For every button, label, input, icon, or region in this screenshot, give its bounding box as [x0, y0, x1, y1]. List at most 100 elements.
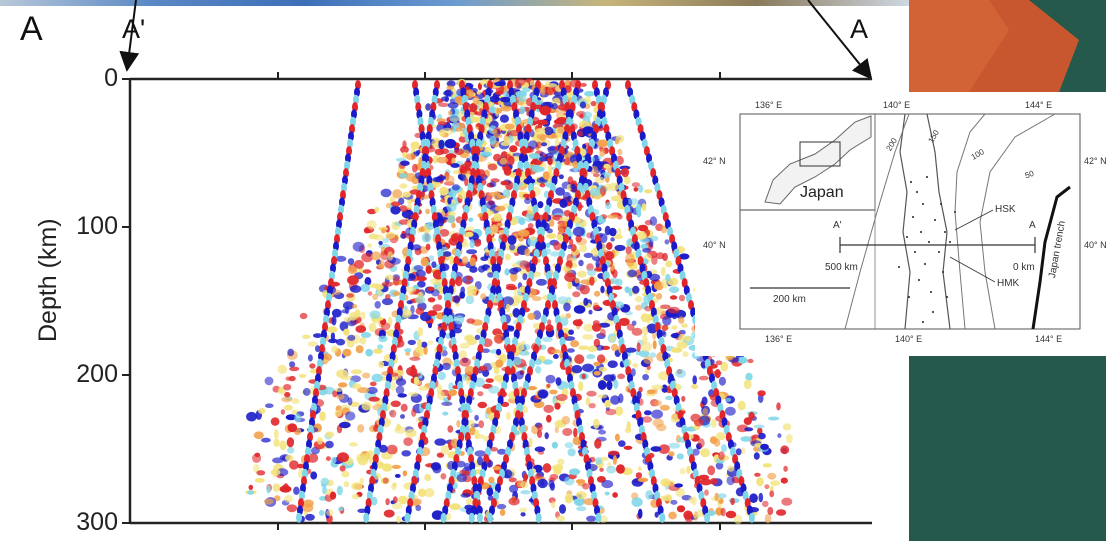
seismic-blob	[331, 345, 339, 353]
seismic-blob	[359, 337, 367, 345]
seismic-blob	[612, 455, 618, 465]
seismic-blob	[582, 483, 590, 490]
seismic-blob	[412, 163, 418, 173]
country-label: Japan	[800, 184, 844, 201]
seismic-blob	[325, 440, 334, 449]
seismic-blob	[368, 396, 380, 402]
seismic-blob	[407, 339, 416, 346]
lat-label-left-2: 40° N	[703, 240, 726, 250]
seismic-blob	[427, 340, 434, 345]
seismic-blob	[786, 433, 793, 444]
seismic-blob	[299, 312, 308, 320]
seismic-blob	[606, 214, 619, 219]
seismic-blob	[563, 328, 569, 335]
seismic-blob	[636, 231, 647, 240]
seismic-blob	[258, 408, 266, 414]
seismic-blob	[428, 255, 435, 262]
seismic-blob	[546, 414, 552, 423]
seismic-blob	[607, 360, 618, 369]
seismic-blob	[443, 90, 453, 96]
seismic-blob	[720, 361, 729, 372]
seismic-blob	[625, 246, 632, 255]
seismic-blob	[610, 285, 623, 290]
seismic-blob	[756, 477, 764, 487]
seismic-blob	[714, 369, 721, 379]
seismic-blob	[631, 182, 641, 188]
seismic-blob	[683, 510, 693, 520]
seismic-blob	[528, 437, 533, 448]
lat-label-right-2: 40° N	[1084, 240, 1106, 250]
seismic-blob	[326, 509, 334, 517]
seismic-blob	[453, 295, 461, 304]
seismic-blob	[336, 485, 343, 496]
seismic-blob	[634, 295, 643, 303]
seismic-blob	[640, 341, 653, 352]
seismic-blob	[369, 381, 377, 387]
seismic-blob	[496, 107, 502, 114]
y-tick-200: 200	[76, 360, 118, 388]
seismic-blob	[463, 334, 475, 342]
seismic-blob	[564, 493, 574, 504]
seismic-blob	[256, 470, 266, 476]
seismic-blob	[570, 340, 580, 348]
seismic-blob	[571, 365, 583, 374]
seismic-blob	[493, 213, 502, 222]
ray-band-mark	[658, 197, 665, 208]
seismic-blob	[616, 227, 622, 237]
seismic-blob	[737, 356, 748, 364]
seismic-blob	[609, 335, 616, 343]
seismic-blob	[293, 486, 300, 495]
seismic-blob	[544, 87, 556, 96]
seismic-blob	[341, 470, 350, 478]
seismic-blob	[452, 327, 463, 334]
seismic-blob	[391, 502, 403, 510]
seismic-blob	[678, 294, 686, 302]
seismic-blob	[698, 375, 709, 381]
seismic-blob	[439, 186, 449, 196]
seismic-blob	[465, 375, 471, 385]
seismic-blob	[626, 421, 631, 430]
seismic-blob	[401, 450, 412, 457]
seismic-blob	[474, 334, 481, 340]
seismic-blob	[572, 319, 583, 327]
seismic-blob	[744, 427, 754, 432]
seismic-blob	[436, 285, 445, 292]
seismic-blob	[474, 450, 487, 457]
seismic-blob	[649, 235, 659, 242]
seismic-blob	[612, 269, 618, 279]
seismic-blob	[499, 157, 508, 165]
seismic-blob	[508, 497, 520, 506]
seismic-blob	[638, 184, 644, 193]
seismic-blob	[405, 172, 416, 182]
seismic-blob	[540, 142, 548, 147]
seismic-blob	[676, 453, 684, 460]
seismic-blob	[353, 259, 365, 269]
seismic-blob	[539, 105, 551, 116]
seismic-blob	[437, 121, 448, 126]
seismic-blob	[415, 417, 423, 423]
seismic-blob	[599, 467, 604, 472]
seismic-blob	[405, 153, 417, 161]
seismic-blob	[307, 341, 319, 347]
seismic-blob	[762, 463, 772, 468]
seismic-blob	[586, 515, 597, 522]
lat-label-right-1: 42° N	[1084, 156, 1106, 166]
seismic-blob	[513, 357, 522, 366]
seismic-blob	[381, 298, 394, 306]
arrow-left	[119, 0, 140, 72]
seismic-blob	[614, 433, 620, 442]
seismic-blob	[297, 463, 305, 469]
seismic-blob	[583, 297, 589, 306]
seismic-blob	[646, 389, 656, 395]
seismic-blob	[398, 205, 408, 212]
seismic-blob	[559, 504, 566, 514]
seismic-blob	[631, 320, 637, 326]
seismic-blob	[675, 488, 685, 497]
seismic-blob	[665, 395, 673, 401]
seismic-blob	[425, 103, 432, 111]
seismic-blob	[678, 316, 685, 324]
seismic-blob	[494, 334, 504, 344]
seismic-blob	[476, 90, 481, 95]
seismic-blob	[434, 438, 447, 446]
seismic-blob	[675, 369, 686, 378]
